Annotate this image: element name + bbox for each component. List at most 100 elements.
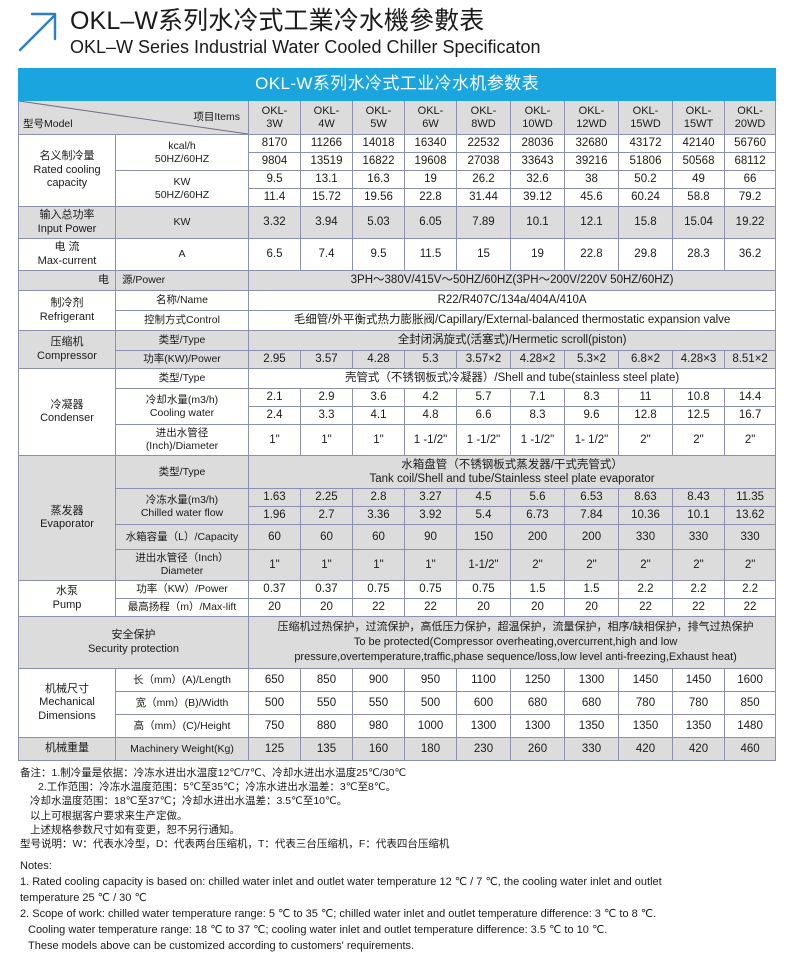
- cell: 1.96: [248, 506, 301, 525]
- cell: 15: [456, 238, 511, 271]
- model-header-20wd: OKL- 20WD: [723, 100, 777, 135]
- cell: 1000: [404, 714, 457, 738]
- row-evaporator-pipe: 进出水管径（Inch） Diameter 1" 1" 1" 1" 1-1/2" 2…: [18, 549, 777, 581]
- cell: 3.57×2: [456, 350, 511, 369]
- model-header-15wt: OKL- 15WT: [672, 100, 725, 135]
- cell: 20: [456, 598, 511, 617]
- cell: 19.56: [352, 188, 405, 207]
- cell: 6.73: [510, 506, 565, 525]
- cell: 500: [404, 691, 457, 715]
- cell: 680: [564, 691, 619, 715]
- cell: 28036: [510, 134, 565, 153]
- security-protection-value: 压缩机过热保护，过流保护，高低压力保护，超温保护，流量保护，相序/缺相保护，排气…: [247, 616, 777, 669]
- row-refrigerant-name: 制冷剂 Refrigerant 名称/Name R22/R407C/134a/4…: [18, 290, 777, 331]
- cell: 32.6: [510, 170, 565, 189]
- item-label-kw: KW 50HZ/60HZ: [115, 170, 249, 207]
- row-pump-power: 水泵 Pump 功率（KW）/Power 0.37 0.37 0.75 0.75…: [18, 580, 777, 617]
- cell: 2": [672, 424, 725, 456]
- cell: 2.7: [300, 506, 353, 525]
- cell: 1": [352, 549, 405, 581]
- cell: 500: [248, 691, 301, 715]
- cell: 1-1/2": [456, 549, 511, 581]
- cell: 200: [564, 524, 619, 550]
- row-length: 机械尺寸 Mechanical Dimensions 长（mm）(A)/Leng…: [18, 668, 777, 738]
- item-label-chilled-flow: 冷冻水量(m3/h) Chilled water flow: [115, 488, 249, 525]
- cell: 8.3: [564, 388, 619, 407]
- note-en-4: These models above can be customized acc…: [28, 940, 415, 953]
- note-cn-2: 2.工作范围：冷冻水温度范围：5℃至35℃；冷冻水进出水温差：3℃至8℃。: [38, 781, 397, 794]
- cell: 20: [300, 598, 353, 617]
- arrow-up-right-icon: [14, 8, 68, 54]
- note-en-1: 1. Rated cooling capacity is based on: c…: [20, 876, 662, 889]
- cell: 38: [564, 170, 619, 189]
- cell: 8.3: [510, 406, 565, 425]
- cell: 2": [618, 549, 673, 581]
- cell: 1.63: [248, 488, 301, 507]
- cell: 1480: [723, 714, 777, 738]
- cell: 29.8: [618, 238, 673, 271]
- row-security-protection: 安全保护 Security protection 压缩机过热保护，过流保护，高低…: [18, 616, 777, 669]
- cell: 0.37: [300, 580, 353, 599]
- cell: 1": [404, 549, 457, 581]
- note-en-2: 2. Scope of work: chilled water temperat…: [20, 908, 657, 921]
- cell: 1 -1/2": [404, 424, 457, 456]
- cell: 6.05: [404, 206, 457, 239]
- cell: 79.2: [723, 188, 777, 207]
- model-header-8wd: OKL- 8WD: [456, 100, 511, 135]
- cell: 0.75: [456, 580, 511, 599]
- cell: 2.2: [672, 580, 725, 599]
- cell: 8.51×2: [723, 350, 777, 369]
- row-kcal-50hz: 名义制冷量 Rated cooling capacity kcal/h 50HZ/…: [18, 134, 777, 207]
- cell: 1350: [564, 714, 619, 738]
- cell: 10.8: [672, 388, 725, 407]
- cell: 1 -1/2": [510, 424, 565, 456]
- cell: 880: [300, 714, 353, 738]
- cell: 5.3: [404, 350, 457, 369]
- cell: 2": [564, 549, 619, 581]
- cell: 8.43: [672, 488, 725, 507]
- model-header-6w: OKL- 6W: [404, 100, 457, 135]
- model-header-12wd: OKL- 12WD: [564, 100, 619, 135]
- group-label-machinery-weight: 机械重量: [18, 737, 116, 761]
- cell: 1600: [723, 668, 777, 692]
- cell: 7.4: [300, 238, 353, 271]
- group-label-pump: 水泵 Pump: [18, 580, 116, 617]
- cell: 680: [510, 691, 565, 715]
- row-input-power: 输入总功率 Input Power KW 3.32 3.94 5.03 6.05…: [18, 206, 777, 239]
- cell: 1450: [618, 668, 673, 692]
- cell: 1350: [672, 714, 725, 738]
- cell: 150: [456, 524, 511, 550]
- cell: 1- 1/2": [564, 424, 619, 456]
- cell: 3.3: [300, 406, 353, 425]
- cell: 28.3: [672, 238, 725, 271]
- note-en-1-cont: temperature 25 ℃ / 30 ℃: [20, 892, 147, 905]
- cell: 1250: [510, 668, 565, 692]
- cell: 4.1: [352, 406, 405, 425]
- cell: 2.1: [248, 388, 301, 407]
- cell: 39216: [564, 152, 619, 171]
- cell: 15.72: [300, 188, 353, 207]
- item-label-type: 类型/Type: [115, 368, 249, 389]
- item-label-type: 类型/Type: [115, 330, 249, 351]
- cell: 330: [618, 524, 673, 550]
- cell: 2.2: [723, 580, 777, 599]
- cell: 60.24: [618, 188, 673, 207]
- cell: 16.7: [723, 406, 777, 425]
- cell: 4.28: [352, 350, 405, 369]
- model-header-3w: OKL- 3W: [248, 100, 301, 135]
- cell: 5.6: [510, 488, 565, 507]
- item-label-pump-power: 功率（KW）/Power: [115, 580, 249, 599]
- cell: 9804: [248, 152, 301, 171]
- cell: 4.2: [404, 388, 457, 407]
- cell: 50.2: [618, 170, 673, 189]
- row-machinery-weight: 机械重量 Machinery Weight(Kg) 125 135 160 18…: [18, 737, 777, 761]
- cell: 600: [456, 691, 511, 715]
- cell: 60: [300, 524, 353, 550]
- item-label-kcal: kcal/h 50HZ/60HZ: [115, 134, 249, 171]
- cell: 5.7: [456, 388, 511, 407]
- cell: 330: [672, 524, 725, 550]
- compressor-type-value: 全封闭涡旋式(活塞式)/Hermetic scroll(piston): [247, 330, 777, 351]
- cell: 11266: [300, 134, 353, 153]
- item-label-width: 宽（mm）(B)/Width: [115, 691, 249, 715]
- row-pump-maxlift: 最高扬程（m）/Max-lift 20 20 22 22 20 20 20 22…: [18, 598, 777, 617]
